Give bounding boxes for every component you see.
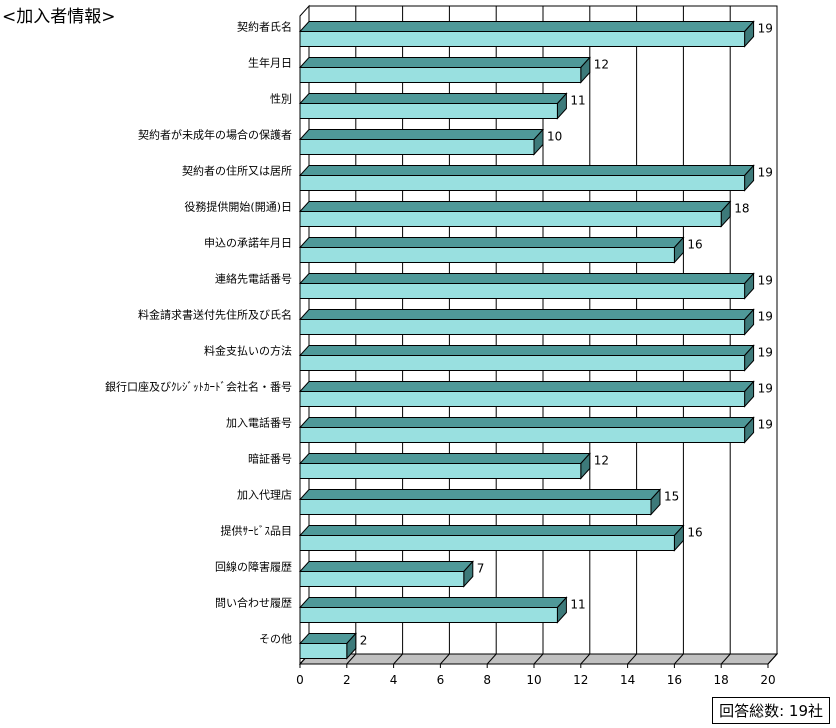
data-label: 11 — [570, 94, 585, 108]
category-label: 生年月日 — [248, 56, 292, 70]
x-tick-label: 12 — [573, 673, 588, 687]
data-label: 11 — [570, 598, 585, 612]
bar-top-face — [298, 345, 755, 356]
category-label: 契約者の住所又は居所 — [182, 164, 292, 178]
data-label: 12 — [594, 58, 609, 72]
data-label: 19 — [758, 310, 773, 324]
bar — [299, 247, 675, 263]
bar-top-face — [298, 561, 474, 572]
floor-gridline — [533, 653, 544, 665]
x-tick-label: 10 — [526, 673, 541, 687]
bar-top-face — [298, 237, 685, 248]
x-tick-label: 14 — [620, 673, 635, 687]
floor-gridline — [486, 653, 497, 665]
bar — [299, 427, 746, 443]
bar-top-face — [298, 597, 568, 608]
category-label: 加入代理店 — [237, 488, 292, 502]
category-label: 問い合わせ履歴 — [215, 596, 292, 610]
category-label: 銀行口座及びｸﾚｼﾞｯﾄｶｰﾄﾞ会社名・番号 — [105, 380, 292, 394]
category-label: 役務提供開始(開通)日 — [184, 200, 292, 214]
bar — [299, 355, 746, 371]
category-label: 加入電話番号 — [226, 416, 292, 430]
bar — [299, 67, 582, 83]
data-label: 15 — [664, 490, 679, 504]
bar — [299, 175, 746, 191]
bar — [299, 535, 675, 551]
category-label: 暗証番号 — [248, 452, 292, 466]
x-tick-label: 0 — [296, 673, 304, 687]
x-tick-label: 20 — [760, 673, 775, 687]
data-label: 19 — [758, 274, 773, 288]
data-label: 7 — [477, 562, 485, 576]
x-tick-label: 2 — [343, 673, 351, 687]
bar-top-face — [298, 129, 545, 140]
bar-top-face — [298, 381, 755, 392]
bar-top-face — [298, 165, 755, 176]
category-label: 料金請求書送付先住所及び氏名 — [138, 308, 292, 322]
bar — [299, 283, 746, 299]
category-label: 料金支払いの方法 — [204, 344, 292, 358]
x-tick-label: 16 — [667, 673, 682, 687]
bar-top-face — [298, 57, 591, 68]
x-tick-label: 6 — [437, 673, 445, 687]
floor-gridline — [767, 653, 778, 665]
x-tick-label: 4 — [390, 673, 398, 687]
data-label: 18 — [734, 202, 749, 216]
bar — [299, 211, 722, 227]
x-tick-label: 8 — [483, 673, 491, 687]
data-label: 19 — [758, 346, 773, 360]
x-tick-label: 18 — [714, 673, 729, 687]
category-label: 契約者が未成年の場合の保護者 — [138, 128, 292, 142]
data-label: 19 — [758, 382, 773, 396]
floor-gridline — [674, 653, 684, 665]
floor-gridline — [440, 653, 450, 665]
bar-top-face — [298, 309, 755, 320]
floor-gridline — [720, 653, 731, 665]
bar-top-face — [298, 21, 755, 32]
category-label: 回線の障害履歴 — [215, 560, 292, 574]
bar-top-face — [298, 633, 357, 644]
category-label: 連絡先電話番号 — [215, 272, 292, 286]
category-label: 契約者氏名 — [237, 20, 292, 34]
bar — [299, 391, 746, 407]
bar-top-face — [298, 453, 591, 464]
bar — [299, 571, 465, 587]
bar — [299, 499, 652, 515]
data-label: 19 — [758, 418, 773, 432]
bar — [299, 103, 558, 119]
page-title: <加入者情報> — [2, 7, 116, 27]
floor-gridline — [580, 653, 591, 665]
bar-top-face — [298, 273, 755, 284]
data-label: 16 — [687, 526, 702, 540]
category-label: 性別 — [270, 92, 292, 106]
data-label: 10 — [547, 130, 562, 144]
bar — [299, 31, 746, 47]
bar — [299, 463, 582, 479]
floor-gridline — [627, 653, 637, 665]
bar-top-face — [298, 93, 568, 104]
bar — [299, 607, 558, 623]
bar — [299, 643, 348, 659]
data-label: 19 — [758, 166, 773, 180]
bar-top-face — [298, 201, 732, 212]
data-label: 16 — [687, 238, 702, 252]
category-label: その他 — [259, 633, 292, 646]
data-label: 12 — [594, 454, 609, 468]
bar-top-face — [298, 525, 685, 536]
category-label: 申込の承諾年月日 — [204, 236, 292, 250]
data-label: 2 — [360, 634, 368, 648]
bar-top-face — [298, 417, 755, 428]
floor-gridline — [393, 653, 403, 665]
bar-top-face — [298, 489, 662, 500]
bar — [299, 139, 535, 155]
bar — [299, 319, 746, 335]
category-label: 提供ｻｰﾋﾞｽ品目 — [221, 524, 293, 538]
response-count-note: 回答総数: 19社 — [712, 697, 830, 724]
data-label: 19 — [758, 22, 773, 36]
floor-gridline — [346, 653, 357, 665]
